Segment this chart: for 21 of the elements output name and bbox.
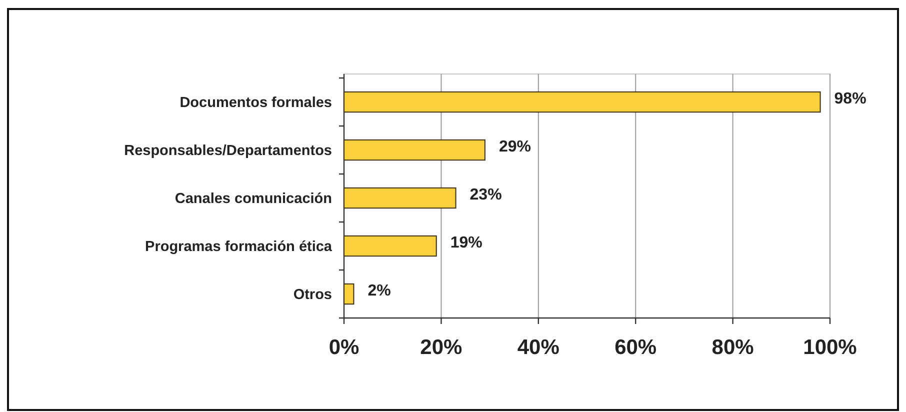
y-tick-label: Canales comunicación (174, 191, 332, 208)
x-tick-label: 80% (712, 336, 754, 359)
data-label: 29% (498, 138, 531, 156)
x-tick-label: 40% (517, 336, 560, 359)
bar (344, 139, 486, 161)
bar (344, 283, 354, 305)
x-tick-label: 100% (803, 336, 858, 359)
y-tick-label: Documentos formales (180, 95, 332, 112)
data-label: 98% (834, 90, 866, 108)
y-tick-label: Otros (293, 287, 332, 304)
x-tick-label: 0% (328, 336, 360, 359)
bar (344, 187, 456, 209)
data-label: 19% (450, 234, 482, 252)
data-label: 23% (470, 186, 502, 204)
bar (344, 235, 437, 257)
data-label: 2% (368, 282, 391, 300)
bar (344, 91, 821, 113)
x-tick-label: 60% (614, 336, 657, 359)
y-tick-label: Programas formación ética (145, 239, 333, 256)
y-tick-label: Responsables/Departamentos (124, 143, 332, 160)
x-tick-label: 20% (420, 336, 463, 359)
